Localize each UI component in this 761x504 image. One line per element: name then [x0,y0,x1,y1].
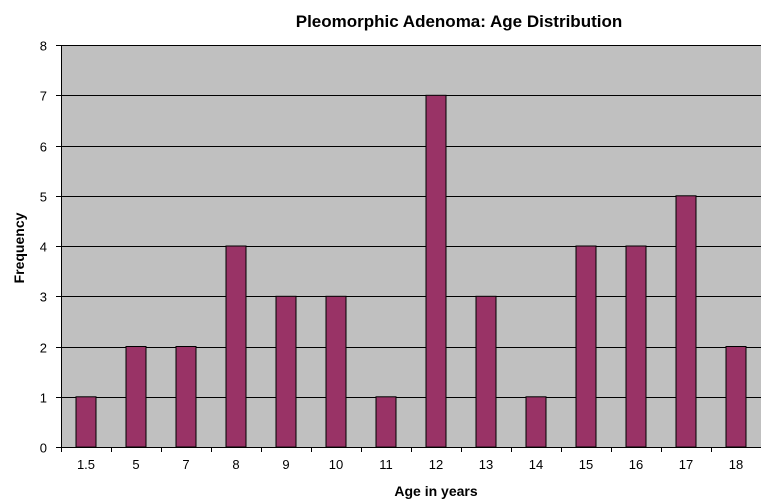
x-tick-label: 15 [579,457,593,472]
y-tick-labels: 0 1 2 3 4 5 6 7 8 [40,39,47,456]
bar-12 [425,94,447,448]
x-tick-label: 11 [379,457,393,472]
bar-14 [525,396,547,448]
y-tick-label: 8 [40,39,47,54]
x-tick-label: 5 [132,457,139,472]
x-tick-label: 8 [232,457,239,472]
y-axis-label: Frequency [11,212,27,283]
x-tick-label: 16 [629,457,643,472]
bar-1.5 [75,396,97,448]
bar-17 [675,195,697,448]
y-tick-label: 6 [40,140,47,155]
bar-13 [475,295,497,448]
y-tick-label: 1 [40,391,47,406]
y-tick-label: 5 [40,190,47,205]
y-tick-label: 3 [40,290,47,305]
bar-7 [175,346,197,448]
bar-8 [225,245,247,448]
y-tick-label: 0 [40,441,47,456]
bar-9 [275,295,297,448]
bar-5 [125,346,147,448]
y-tick-label: 4 [40,240,47,255]
bar-16 [625,245,647,448]
x-tick-label: 7 [182,457,189,472]
x-tick-label: 13 [479,457,493,472]
axes [56,45,761,452]
x-tick-label: 10 [329,457,343,472]
x-tick-label: 14 [529,457,543,472]
x-axis-label: Age in years [394,483,477,499]
chart-title: Pleomorphic Adenoma: Age Distribution [296,12,622,31]
x-tick-labels: 1.5 5 7 8 9 10 11 12 13 14 15 16 17 18 [77,457,743,472]
y-tick-label: 2 [40,341,47,356]
bar-18 [725,346,747,448]
bar-11 [375,396,397,448]
x-tick-label: 12 [429,457,443,472]
bar-10 [325,295,347,448]
x-tick-label: 9 [282,457,289,472]
x-tick-label: 1.5 [77,457,95,472]
x-tick-label: 17 [679,457,693,472]
x-tick-label: 18 [729,457,743,472]
bar-15 [575,245,597,448]
y-tick-label: 7 [40,89,47,104]
